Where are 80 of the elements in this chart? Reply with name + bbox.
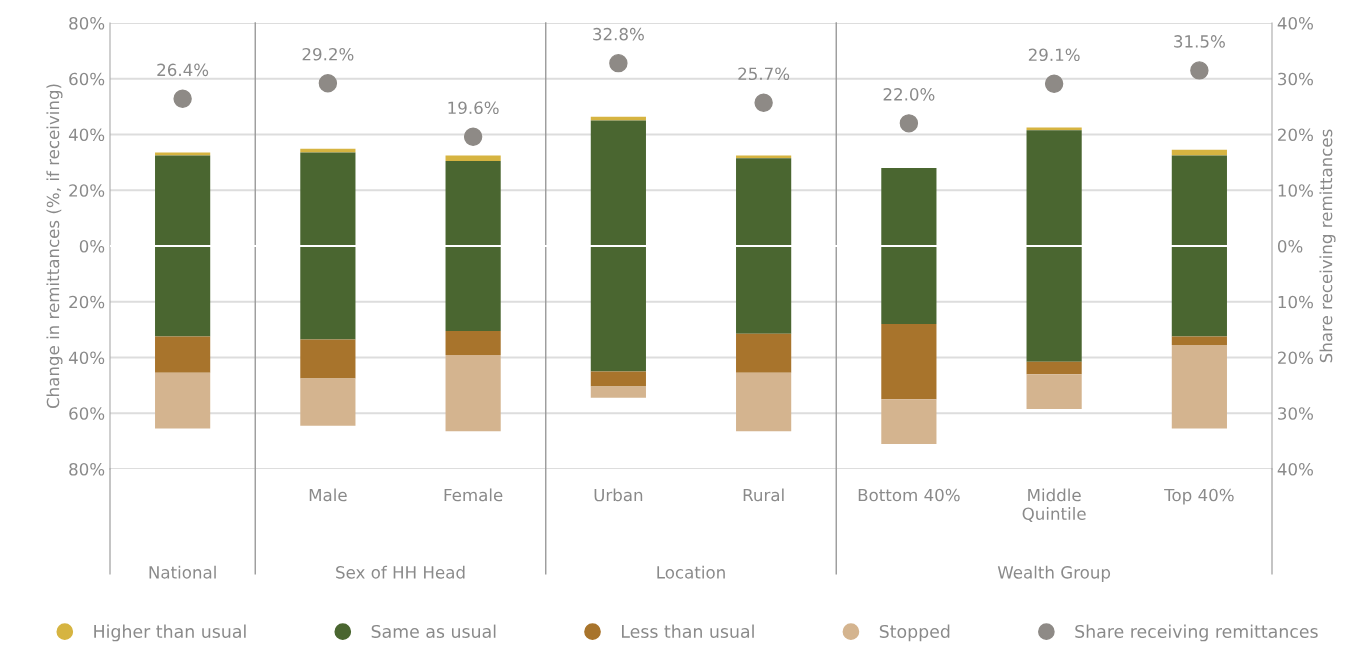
bar: [1171, 336, 1227, 345]
bar: [736, 333, 792, 373]
bar: [300, 148, 356, 153]
y2-tick-label: 40%: [1277, 16, 1313, 30]
y-tick-label: 60%: [69, 407, 105, 420]
x-tick-label: Top 40%: [1164, 488, 1234, 505]
bar: [445, 354, 501, 432]
bar: [300, 378, 356, 426]
bar: [300, 339, 356, 379]
data-label: 31.5%: [1174, 35, 1225, 48]
bar: [881, 399, 937, 444]
y-tick-label: 80%: [69, 16, 105, 30]
y2-tick-label: 10%: [1278, 184, 1313, 197]
y2-tick-label: 20%: [1278, 351, 1313, 365]
text: Location: [657, 565, 725, 579]
bar: [445, 331, 501, 355]
point: [899, 114, 919, 133]
x-tick-label: Urban: [594, 488, 643, 502]
y-tick-label: 20%: [69, 295, 105, 309]
bar: [155, 336, 211, 373]
bar: [300, 152, 356, 340]
bar: [1026, 361, 1082, 375]
bar: [445, 155, 501, 161]
bar: [155, 155, 211, 337]
x-tick-label: Bottom 40%: [858, 488, 960, 502]
y2-tick-label: 30%: [1278, 407, 1313, 420]
y2-tick-label: 30%: [1278, 72, 1313, 86]
data-label: 22.0%: [883, 88, 935, 101]
data-label: 32.8%: [593, 27, 644, 41]
text: Sex of HH Head: [336, 565, 465, 579]
bar: [736, 372, 792, 432]
point: [754, 93, 773, 112]
x-tick-label: Male: [309, 488, 347, 502]
bar: [1026, 374, 1082, 410]
bar: [590, 371, 646, 387]
legend-label: Same as usual: [371, 624, 496, 639]
bar: [590, 116, 646, 121]
y-axis-title: Change in remittances (%, if receiving): [46, 84, 63, 409]
data-label: 19.6%: [448, 101, 499, 115]
point: [1190, 61, 1209, 80]
bar: [736, 155, 792, 159]
x-tick-label: Rural: [743, 488, 784, 502]
bar: [155, 372, 211, 429]
bar: [736, 158, 792, 334]
bar: [1171, 155, 1227, 337]
y-tick-label: 60%: [69, 72, 105, 86]
bar: [1171, 344, 1227, 429]
bar: [881, 167, 937, 325]
x-tick-label: Middle Quintile: [1022, 488, 1086, 522]
legend-label: Share receiving remittances: [1075, 624, 1318, 642]
legend-label: Stopped: [879, 624, 950, 642]
y-tick-label: 20%: [69, 184, 105, 197]
y2-tick-label: 0%: [1277, 239, 1303, 253]
bar: [590, 120, 646, 372]
y-tick-label: 40%: [68, 128, 105, 142]
text: Wealth Group: [997, 565, 1111, 582]
y2-tick-label: 20%: [1278, 128, 1313, 142]
y-tick-label: 40%: [68, 351, 105, 365]
point: [463, 127, 483, 146]
point: [609, 53, 628, 73]
legend-label: Less than usual: [622, 624, 754, 639]
bar: [1026, 130, 1082, 362]
x-tick-label: Female: [444, 488, 503, 502]
data-label: 26.4%: [157, 63, 209, 77]
point: [318, 74, 338, 93]
y2-tick-label: 40%: [1277, 462, 1313, 476]
y2-tick-label: 10%: [1278, 295, 1313, 309]
point: [1044, 74, 1064, 93]
data-label: 29.2%: [302, 47, 354, 61]
bar: [445, 160, 501, 332]
y2-axis-title: Share receiving remittances: [1319, 129, 1336, 363]
y-tick-label: 0%: [79, 239, 105, 253]
data-label: 29.1%: [1028, 48, 1080, 62]
point: [173, 89, 192, 109]
y-tick-label: 80%: [69, 462, 105, 476]
legend-label: Higher than usual: [94, 624, 246, 642]
text: National: [149, 565, 216, 579]
bar: [881, 324, 937, 400]
data-label: 25.7%: [738, 67, 790, 81]
bar: [590, 386, 646, 398]
